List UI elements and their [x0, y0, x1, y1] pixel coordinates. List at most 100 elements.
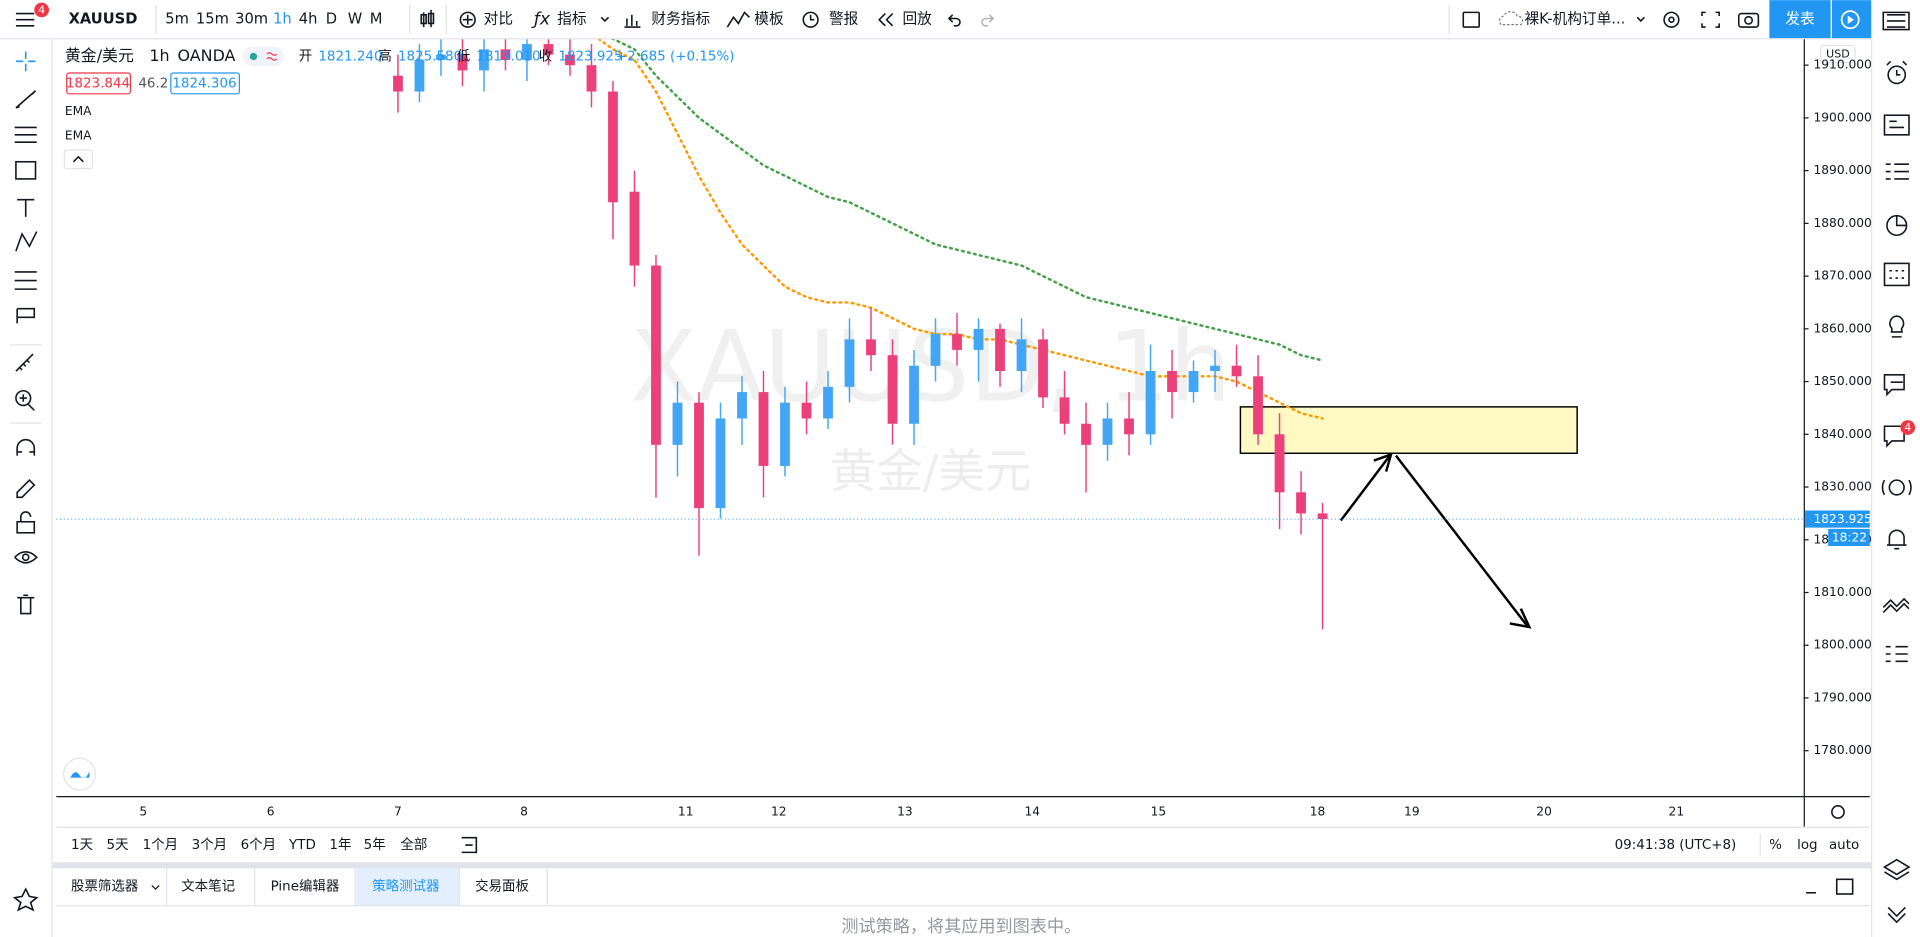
bid-box[interactable] [66, 72, 132, 95]
y-tick-label: 1850.000 [1813, 374, 1871, 388]
panel-tab[interactable]: 文本笔记 [181, 879, 235, 895]
caret [1636, 16, 1646, 23]
scale-option[interactable]: auto [1829, 838, 1859, 853]
candle-body [737, 392, 747, 419]
redo[interactable] [981, 14, 995, 27]
panel-tab[interactable]: 股票筛选器 [71, 879, 139, 895]
currency-box[interactable] [1820, 44, 1856, 64]
y-tick-label: 1900.000 [1813, 110, 1871, 124]
y-tick-label: 1790.000 [1813, 690, 1871, 704]
collapse-legend[interactable] [63, 149, 94, 170]
menu-button[interactable] [15, 12, 35, 27]
candle-body [694, 402, 704, 509]
undo[interactable] [947, 14, 961, 27]
select-box[interactable] [1462, 11, 1480, 28]
candle-body [543, 44, 554, 55]
caret [151, 885, 160, 890]
interval-button[interactable]: 15m [196, 11, 229, 28]
ask: 1824.306 [172, 76, 236, 91]
candle-body [1016, 339, 1027, 372]
y-tick-label: 1870.000 [1813, 269, 1871, 283]
arrowhead [1509, 608, 1532, 629]
interval-button[interactable]: 30m [235, 11, 268, 28]
candle-body [758, 392, 769, 466]
candle-body [436, 54, 446, 60]
candle-body [1145, 371, 1156, 435]
scale-option[interactable]: log [1797, 838, 1818, 853]
candle-body [1167, 371, 1177, 393]
clock: 09:41:38 (UTC+8) [1615, 838, 1737, 853]
legend-interval: 1h [149, 46, 169, 65]
range-button[interactable]: 6个月 [241, 837, 276, 853]
panel-tab[interactable]: 策略测试器 [372, 878, 440, 895]
toolbar-button[interactable]: 指标 [557, 11, 587, 28]
alert-icon[interactable] [802, 11, 819, 28]
candle-style-icon[interactable] [420, 9, 435, 28]
supply-zone[interactable] [1239, 406, 1578, 455]
range-button[interactable]: 3个月 [192, 837, 227, 853]
range-button[interactable]: 1个月 [143, 837, 178, 853]
candle-body [952, 334, 962, 350]
x-tick-label: 18 [1310, 804, 1326, 818]
compare-icon[interactable] [459, 11, 476, 28]
countdown: 18:22 [1832, 531, 1867, 545]
drawing-tools[interactable] [12, 51, 39, 912]
range-button[interactable]: 5天 [107, 838, 129, 853]
template-icon[interactable] [726, 11, 750, 28]
symbol[interactable]: XAUUSD [69, 11, 138, 28]
ohlc-label: 开 [299, 49, 312, 64]
toolbar-button[interactable]: 警报 [829, 11, 859, 28]
fin-icon[interactable] [624, 14, 641, 28]
range-button[interactable]: 5年 [364, 837, 386, 853]
y-tick-label: 1860.000 [1813, 321, 1871, 335]
range-button[interactable]: 1年 [329, 837, 351, 853]
interval-button[interactable]: 5m [165, 11, 189, 28]
candle-body [479, 49, 489, 71]
candle-body [715, 418, 726, 509]
sidebar-icons[interactable] [1881, 11, 1912, 924]
market-dot [249, 52, 258, 61]
candle-body [1296, 492, 1306, 514]
range-button[interactable]: 全部 [400, 836, 427, 853]
panel-tab[interactable]: Pine编辑器 [271, 879, 340, 895]
panel-tab[interactable]: 交易面板 [475, 878, 529, 895]
candle-body [457, 54, 468, 71]
logo[interactable] [63, 757, 97, 791]
layout-name[interactable]: 裸K-机构订单... [1524, 11, 1625, 28]
ask-box[interactable] [170, 72, 240, 95]
indicator-icon[interactable]: ƒx [531, 10, 551, 30]
interval-button[interactable]: D [326, 11, 337, 28]
caret [600, 16, 610, 23]
toolbar-button[interactable]: 模板 [754, 10, 784, 28]
toolbar-button[interactable]: 财务指标 [651, 11, 710, 28]
arrow-down[interactable] [1394, 454, 1530, 628]
ohlc-value: 1823.925 [558, 49, 622, 64]
y-tick-label: 1890.000 [1813, 163, 1871, 177]
status-pill [242, 46, 285, 67]
candle-body [995, 328, 1005, 372]
x-tick-label: 13 [897, 804, 913, 818]
interval-button[interactable]: 4h [299, 11, 318, 28]
maximize-panel[interactable] [1835, 878, 1854, 895]
toolbar-button[interactable]: 对比 [484, 11, 513, 28]
candle-body [909, 365, 919, 424]
toolbar-button[interactable]: 回放 [902, 11, 932, 28]
candle-body [1188, 371, 1199, 393]
interval-button[interactable]: 1h [273, 11, 292, 28]
publish-button[interactable] [1769, 0, 1831, 39]
settings-icon[interactable] [1663, 11, 1680, 28]
range-button[interactable]: YTD [288, 838, 316, 853]
snapshot-icon[interactable] [1737, 12, 1760, 28]
interval-button[interactable]: M [370, 11, 383, 28]
interval-button[interactable]: W [348, 11, 363, 28]
replay-icon[interactable] [878, 13, 894, 27]
range-button[interactable]: 1天 [71, 838, 93, 853]
axis-settings[interactable] [1831, 805, 1845, 819]
arrow-up[interactable] [1339, 454, 1391, 522]
fullscreen-icon[interactable] [1701, 11, 1720, 28]
date-range-icon[interactable] [461, 836, 478, 854]
scale-option[interactable]: % [1769, 838, 1782, 853]
y-tick-label: 1910.000 [1813, 58, 1871, 72]
currency: USD [1826, 48, 1850, 61]
